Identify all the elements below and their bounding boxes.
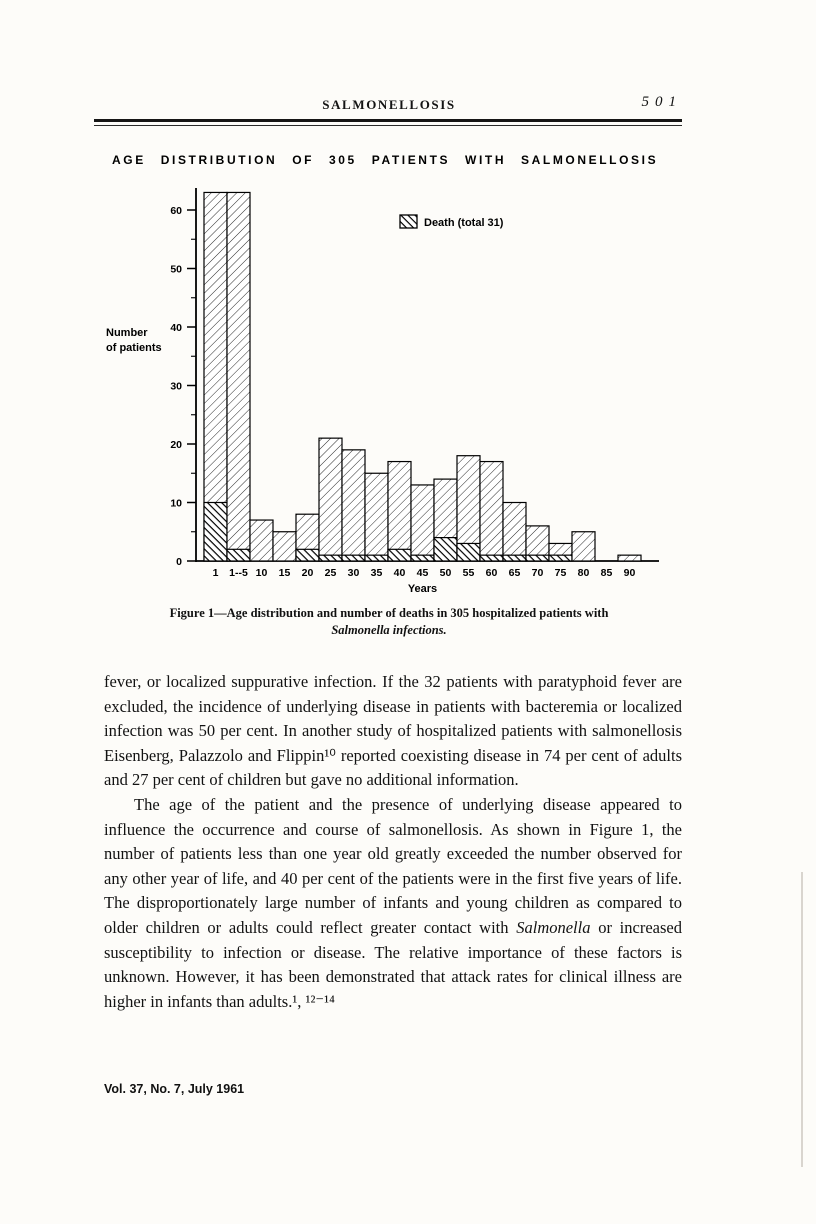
bar-total bbox=[479, 460, 504, 562]
bar-total bbox=[272, 531, 297, 562]
y-tick-label: 60 bbox=[170, 205, 182, 217]
header-rule-heavy bbox=[94, 119, 682, 122]
x-tick-label: 50 bbox=[440, 567, 452, 579]
bar-death bbox=[479, 554, 504, 562]
page-number: 501 bbox=[641, 94, 682, 110]
x-tick-label: 35 bbox=[371, 567, 383, 579]
bar-death bbox=[203, 501, 228, 562]
age-distribution-bar-chart: 0 10 20 30 40 50 60 1 1--5 10 15 20 25 30 35 40 45 50 55 60… bbox=[106, 188, 659, 595]
legend-death-swatch bbox=[399, 214, 418, 229]
figure-caption-line1: Figure 1—Age distribution and number of … bbox=[169, 606, 609, 620]
bar-total bbox=[249, 519, 274, 562]
bar-death bbox=[548, 554, 573, 562]
salmonella-italic: Salmonella bbox=[516, 917, 591, 937]
x-tick-label: 40 bbox=[394, 567, 406, 579]
bar-death bbox=[364, 554, 389, 562]
x-tick-label: 45 bbox=[417, 567, 429, 579]
running-title: SALMONELLOSIS bbox=[322, 97, 456, 112]
bar-death bbox=[226, 548, 251, 562]
x-tick-label: 1--5 bbox=[229, 567, 248, 579]
bar-total bbox=[502, 501, 527, 562]
bar-total bbox=[617, 554, 642, 562]
bar-death bbox=[456, 542, 481, 562]
x-tick-label: 10 bbox=[256, 567, 268, 579]
bar-total bbox=[226, 191, 251, 562]
y-tick-label: 10 bbox=[170, 498, 182, 510]
y-tick-label: 40 bbox=[170, 322, 182, 334]
scan-edge-artifact bbox=[801, 872, 803, 1167]
bar-death bbox=[502, 554, 527, 562]
figure-caption-line2: Salmonella infections. bbox=[331, 623, 447, 637]
journal-footer: Vol. 37, No. 7, July 1961 bbox=[104, 1082, 245, 1096]
legend-death-label: Death (total 31) bbox=[424, 217, 504, 229]
x-tick-label: 75 bbox=[555, 567, 567, 579]
bar-death bbox=[433, 537, 458, 562]
body-text: fever, or localized suppurative infectio… bbox=[104, 670, 682, 1014]
body-paragraph-1: fever, or localized suppurative infectio… bbox=[104, 672, 682, 790]
figure-1-chart: 0 10 20 30 40 50 60 1 1--5 10 15 20 25 30 35 40 45 50 55 60… bbox=[100, 168, 700, 600]
x-tick-label: 30 bbox=[348, 567, 360, 579]
x-tick-label: 1 bbox=[213, 567, 219, 579]
header-rule-light bbox=[94, 125, 682, 126]
y-tick-label: 20 bbox=[170, 439, 182, 451]
chart-legend: Death (total 31) bbox=[399, 214, 504, 229]
bar-total bbox=[364, 472, 389, 562]
bar-total bbox=[341, 449, 366, 562]
y-tick-label: 50 bbox=[170, 264, 182, 276]
body-paragraph-2: The age of the patient and the presence … bbox=[104, 793, 682, 1014]
bar-death bbox=[341, 554, 366, 562]
running-head: SALMONELLOSIS 501 bbox=[96, 94, 682, 117]
paragraph-2-text-start: The age of the patient and the presence … bbox=[104, 794, 682, 937]
x-tick-label: 15 bbox=[279, 567, 291, 579]
bar-total bbox=[571, 531, 596, 562]
bar-death bbox=[318, 554, 343, 562]
y-axis-title-line1: Number bbox=[106, 327, 148, 339]
x-tick-label: 55 bbox=[463, 567, 475, 579]
x-tick-label: 20 bbox=[302, 567, 314, 579]
bar-death bbox=[387, 548, 412, 562]
y-tick-label: 30 bbox=[170, 381, 182, 393]
figure-title: AGE DISTRIBUTION OF 305 PATIENTS WITH SA… bbox=[112, 153, 659, 167]
x-tick-label: 60 bbox=[486, 567, 498, 579]
bar-death bbox=[295, 548, 320, 562]
y-axis-title-line2: of patients bbox=[106, 342, 162, 354]
x-tick-label: 90 bbox=[624, 567, 636, 579]
x-tick-label: 65 bbox=[509, 567, 521, 579]
x-tick-label: 25 bbox=[325, 567, 337, 579]
paragraph-2-text-end: or increased susceptibility to infection… bbox=[104, 917, 682, 1011]
bar-total bbox=[387, 460, 412, 562]
bar-death bbox=[525, 554, 550, 562]
x-tick-label: 80 bbox=[578, 567, 590, 579]
x-tick-label: 85 bbox=[601, 567, 613, 579]
y-tick-label: 0 bbox=[176, 556, 182, 568]
bar-death bbox=[410, 554, 435, 562]
bar-total bbox=[318, 437, 343, 562]
bar-total bbox=[410, 484, 435, 562]
figure-caption: Figure 1—Age distribution and number of … bbox=[96, 605, 682, 639]
x-axis-title: Years bbox=[408, 583, 437, 595]
x-tick-label: 70 bbox=[532, 567, 544, 579]
